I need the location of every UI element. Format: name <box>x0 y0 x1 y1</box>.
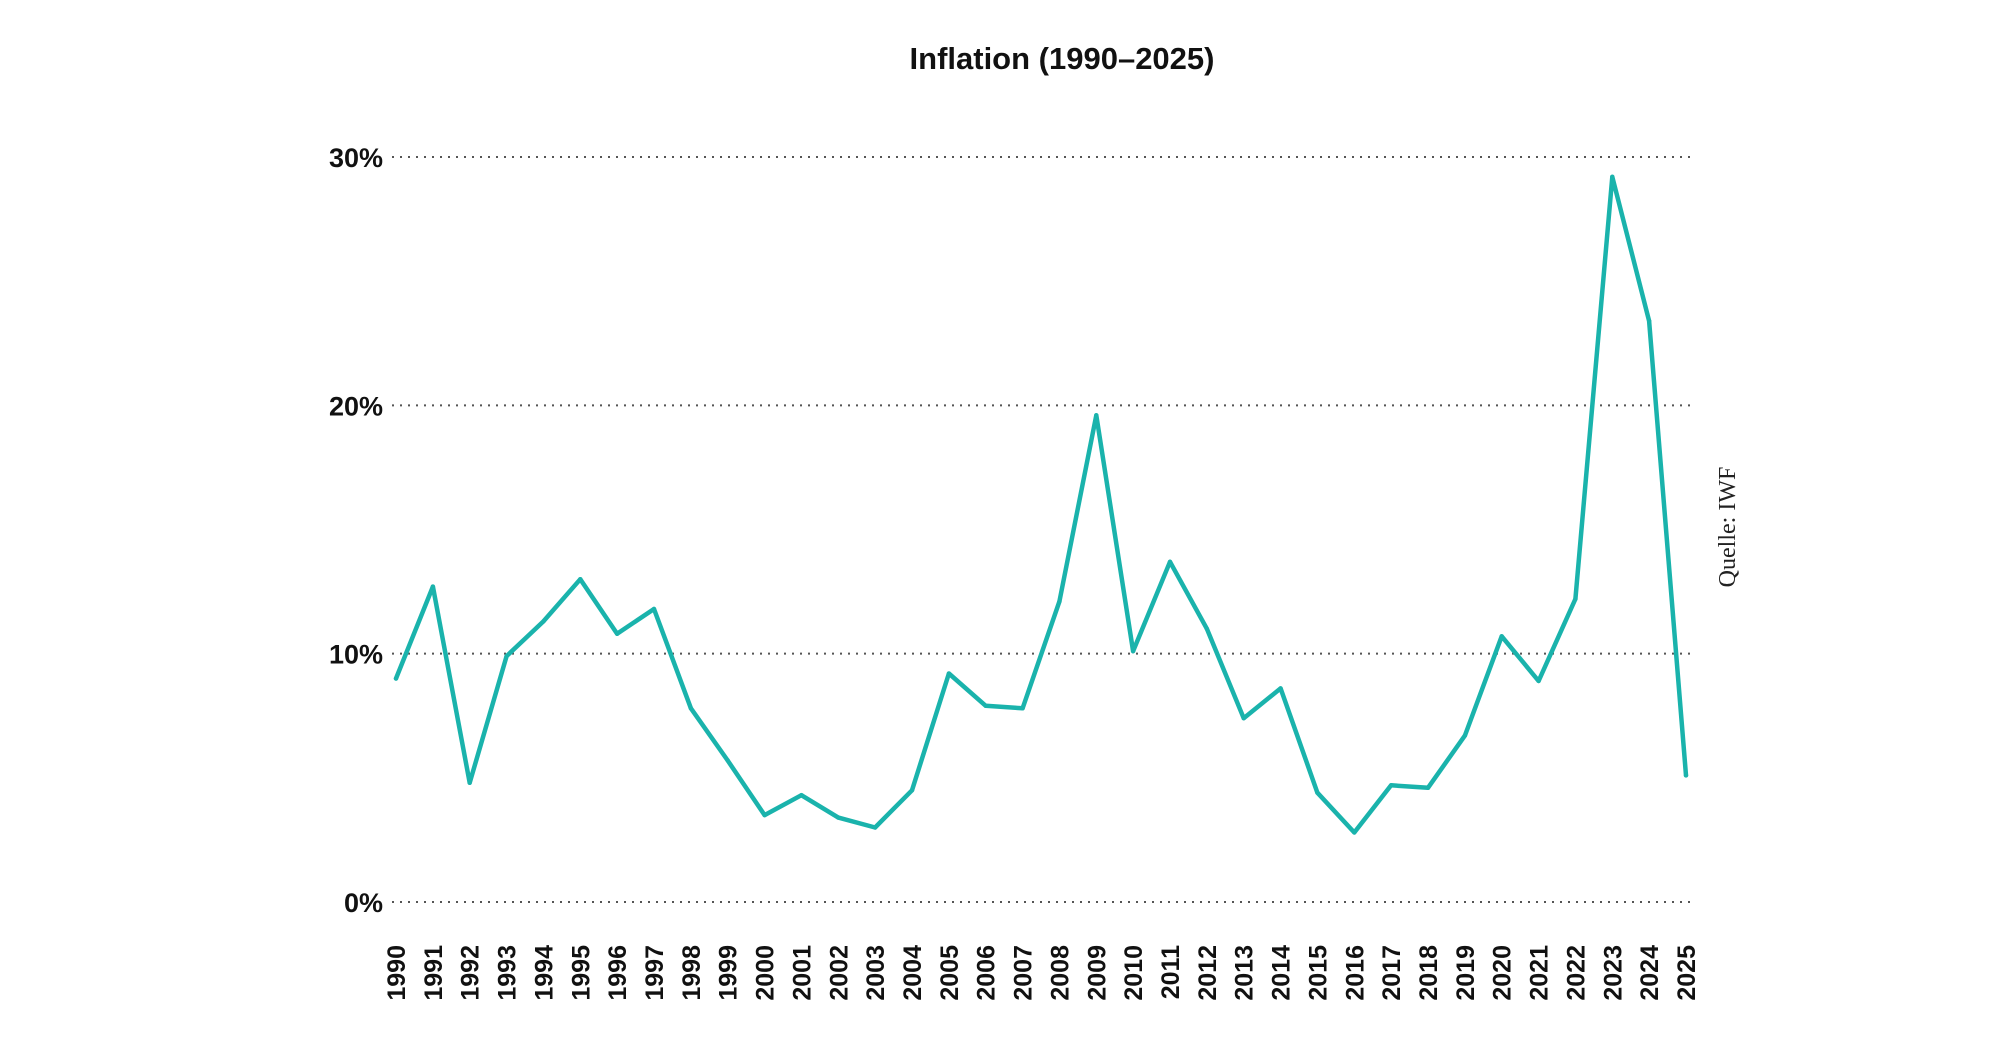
data-point <box>1646 318 1652 324</box>
data-point <box>504 653 509 659</box>
data-point <box>1462 733 1468 738</box>
data-point <box>762 812 767 818</box>
data-point <box>1683 773 1689 778</box>
data-point <box>1610 174 1615 180</box>
x-tick-label: 1992 <box>457 945 485 1001</box>
x-tick-label: 1997 <box>641 945 669 1001</box>
x-tick-label: 2016 <box>1341 945 1369 1001</box>
x-tick-label: 2002 <box>825 945 853 1001</box>
x-tick-label: 2015 <box>1304 945 1332 1001</box>
x-tick-label: 2010 <box>1120 945 1148 1001</box>
data-point <box>909 788 915 793</box>
x-tick-label: 2006 <box>973 945 1001 1001</box>
data-point <box>614 631 620 636</box>
x-tick-label: 1993 <box>494 945 522 1001</box>
x-tick-label: 2007 <box>1010 945 1038 1001</box>
x-tick-label: 1995 <box>567 945 595 1001</box>
x-tick-label: 2008 <box>1046 945 1074 1001</box>
x-tick-label: 2022 <box>1562 945 1590 1001</box>
x-tick-label: 2018 <box>1415 945 1443 1001</box>
x-tick-label: 2013 <box>1231 945 1259 1001</box>
x-tick-label: 2024 <box>1636 945 1664 1001</box>
x-tick-label: 2023 <box>1599 945 1627 1001</box>
data-point <box>1499 634 1504 639</box>
data-point <box>836 815 841 820</box>
x-tick-label: 2005 <box>936 945 964 1001</box>
data-point <box>1388 783 1394 788</box>
data-point <box>1130 648 1136 654</box>
data-point <box>946 671 952 676</box>
data-point <box>1167 559 1173 564</box>
x-tick-label: 2011 <box>1157 945 1185 999</box>
x-tick-label: 1991 <box>420 945 448 1001</box>
data-point <box>467 780 472 785</box>
x-tick-label: 2012 <box>1194 945 1222 1001</box>
x-tick-label: 2019 <box>1452 945 1480 1001</box>
x-tick-label: 1998 <box>678 945 706 1001</box>
data-point <box>1573 596 1578 602</box>
data-point <box>983 703 988 709</box>
data-point <box>1057 599 1062 604</box>
y-tick-label: 10% <box>329 640 383 670</box>
data-point <box>1352 830 1357 835</box>
data-point <box>725 758 730 763</box>
inflation-series-line <box>393 174 1689 835</box>
data-point <box>1094 413 1099 418</box>
data-point <box>1020 706 1025 711</box>
x-tick-label: 2025 <box>1673 945 1701 1001</box>
x-tick-label: 2001 <box>788 945 816 1001</box>
y-tick-label: 20% <box>329 391 383 421</box>
source-label: Quelle: IWF <box>1715 467 1741 588</box>
x-tick-label: 2004 <box>899 945 927 1001</box>
series-group <box>393 174 1689 835</box>
data-point <box>872 825 878 830</box>
data-point <box>578 576 583 582</box>
x-tick-label: 2000 <box>752 945 780 1001</box>
y-axis-ticks: 0% 10% 20% 30% <box>329 143 383 918</box>
data-point <box>1536 678 1541 684</box>
x-tick-label: 1999 <box>715 945 743 1001</box>
chart-title: Inflation (1990–2025) <box>910 41 1215 76</box>
data-point <box>1204 626 1210 632</box>
data-point <box>1315 790 1320 795</box>
x-tick-label: 1990 <box>383 945 411 1001</box>
data-point <box>799 793 804 798</box>
data-point <box>1241 716 1246 721</box>
data-point <box>393 676 399 681</box>
data-point <box>1425 785 1431 790</box>
x-tick-label: 2021 <box>1526 945 1554 1001</box>
y-tick-label: 0% <box>344 888 383 918</box>
x-tick-label: 2009 <box>1083 945 1111 1001</box>
gridlines <box>392 156 1695 903</box>
data-point <box>651 606 657 612</box>
x-tick-label: 2003 <box>862 945 890 1001</box>
x-tick-label: 2017 <box>1378 945 1406 1001</box>
data-point <box>430 584 436 589</box>
x-tick-label: 1996 <box>604 945 632 1001</box>
x-tick-label: 1994 <box>530 945 558 1001</box>
x-axis-ticks: 1990 1991 1992 1993 1994 1995 1996 1997 1998 1999… <box>383 945 1701 1001</box>
x-tick-label: 2014 <box>1268 945 1296 1001</box>
x-tick-label: 2020 <box>1489 945 1517 1001</box>
data-point <box>688 706 694 711</box>
data-point <box>541 619 546 624</box>
data-point <box>1278 686 1283 691</box>
y-tick-label: 30% <box>329 143 383 173</box>
